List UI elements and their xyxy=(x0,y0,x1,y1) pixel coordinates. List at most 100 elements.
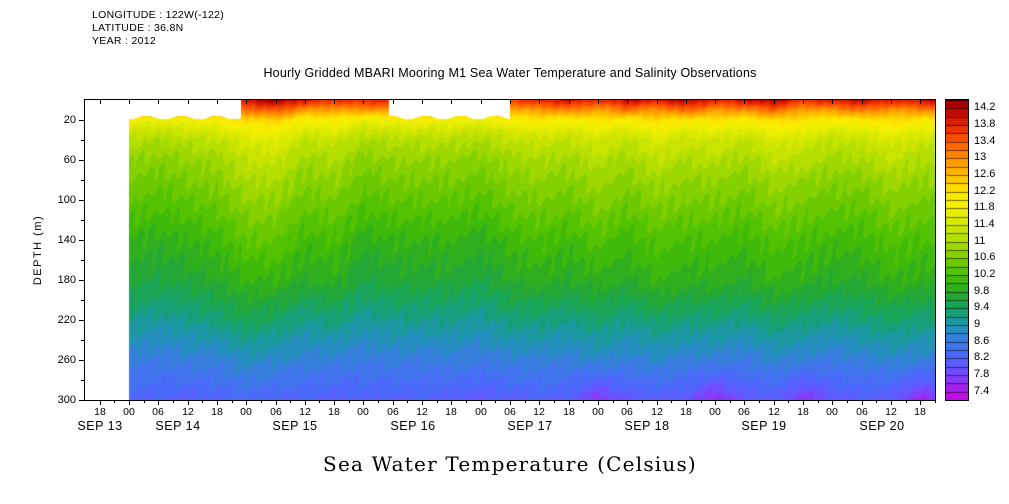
x-major-tick xyxy=(158,400,159,405)
x-major-tick xyxy=(422,400,423,405)
x-major-tick xyxy=(715,400,716,405)
x-tick-label: 18 xyxy=(94,406,106,418)
y-tick-label: 60 xyxy=(63,154,76,166)
colorbar-tick-label: 9 xyxy=(974,318,981,330)
x-tick-label: 06 xyxy=(387,406,399,418)
x-minor-tick xyxy=(437,400,438,403)
x-minor-tick xyxy=(261,400,262,403)
x-minor-tick xyxy=(173,400,174,403)
x-top-tick xyxy=(158,100,159,104)
x-tick-label: 00 xyxy=(357,406,369,418)
x-major-tick xyxy=(832,400,833,405)
x-tick-label: 18 xyxy=(328,406,340,418)
x-minor-tick xyxy=(935,400,936,403)
plot-title: Hourly Gridded MBARI Mooring M1 Sea Wate… xyxy=(263,66,757,80)
colorbar-tick-label: 7.8 xyxy=(974,368,990,380)
x-minor-tick xyxy=(114,400,115,403)
x-minor-tick xyxy=(642,400,643,403)
x-tick-label: 06 xyxy=(738,406,750,418)
x-tick-label: 00 xyxy=(475,406,487,418)
x-tick-label: 18 xyxy=(914,406,926,418)
x-major-tick xyxy=(920,400,921,405)
x-tick-label: 12 xyxy=(768,406,780,418)
x-minor-tick xyxy=(202,400,203,403)
x-top-tick xyxy=(803,100,804,104)
x-minor-tick xyxy=(319,400,320,403)
x-minor-tick xyxy=(378,400,379,403)
x-tick-label: 06 xyxy=(504,406,516,418)
x-minor-tick xyxy=(583,400,584,403)
x-tick-label: 06 xyxy=(621,406,633,418)
x-top-tick xyxy=(891,100,892,104)
y-major-tick xyxy=(79,280,84,281)
x-minor-tick xyxy=(466,400,467,403)
colorbar-tick-label: 14.2 xyxy=(974,101,996,113)
x-major-tick xyxy=(627,400,628,405)
y-tick-label: 20 xyxy=(63,114,76,126)
x-tick-label: 18 xyxy=(563,406,575,418)
x-tick-label: 06 xyxy=(856,406,868,418)
colorbar-tick-label: 13.8 xyxy=(974,118,996,130)
y-minor-tick xyxy=(81,220,84,221)
x-top-tick xyxy=(510,100,511,104)
plot-area xyxy=(84,99,936,401)
x-minor-tick xyxy=(525,400,526,403)
x-top-tick xyxy=(862,100,863,104)
colorbar-tick-label: 10.2 xyxy=(974,268,996,280)
x-minor-tick xyxy=(759,400,760,403)
colorbar-tick-label: 11 xyxy=(974,235,986,247)
y-tick-label: 100 xyxy=(57,194,76,206)
x-major-tick xyxy=(657,400,658,405)
x-top-tick xyxy=(539,100,540,104)
colorbar-tick-label: 12.6 xyxy=(974,168,996,180)
x-major-tick xyxy=(774,400,775,405)
y-major-tick xyxy=(79,400,84,401)
x-date-label: SEP 14 xyxy=(155,419,201,433)
x-top-tick xyxy=(627,100,628,104)
x-top-tick xyxy=(920,100,921,104)
x-minor-tick xyxy=(613,400,614,403)
x-top-tick xyxy=(686,100,687,104)
x-tick-label: 18 xyxy=(797,406,809,418)
x-major-tick xyxy=(393,400,394,405)
y-major-tick xyxy=(79,240,84,241)
x-top-tick xyxy=(451,100,452,104)
colorbar xyxy=(945,99,969,401)
x-major-tick xyxy=(246,400,247,405)
x-date-label: SEP 13 xyxy=(77,419,123,433)
y-minor-tick xyxy=(81,340,84,341)
colorbar-tick-label: 11.8 xyxy=(974,201,995,213)
x-date-label: SEP 16 xyxy=(390,419,436,433)
x-tick-label: 12 xyxy=(182,406,194,418)
x-top-tick xyxy=(276,100,277,104)
x-tick-label: 12 xyxy=(533,406,545,418)
x-tick-label: 12 xyxy=(651,406,663,418)
metadata-latitude: LATITUDE : 36.8N xyxy=(92,22,184,34)
x-top-tick xyxy=(598,100,599,104)
x-date-label: SEP 15 xyxy=(272,419,318,433)
x-date-label: SEP 18 xyxy=(624,419,670,433)
x-minor-tick xyxy=(407,400,408,403)
x-top-tick xyxy=(569,100,570,104)
x-tick-label: 18 xyxy=(680,406,692,418)
x-minor-tick xyxy=(554,400,555,403)
x-top-tick xyxy=(363,100,364,104)
x-date-label: SEP 20 xyxy=(859,419,905,433)
y-major-tick xyxy=(79,200,84,201)
x-date-label: SEP 19 xyxy=(741,419,787,433)
metadata-year: YEAR : 2012 xyxy=(92,35,157,47)
x-top-tick xyxy=(100,100,101,104)
colorbar-tick-label: 8.2 xyxy=(974,351,990,363)
y-tick-label: 260 xyxy=(57,354,76,366)
x-minor-tick xyxy=(701,400,702,403)
x-major-tick xyxy=(100,400,101,405)
x-tick-label: 00 xyxy=(240,406,252,418)
x-minor-tick xyxy=(349,400,350,403)
x-axis-title: Sea Water Temperature (Celsius) xyxy=(323,452,697,476)
x-major-tick xyxy=(276,400,277,405)
x-minor-tick xyxy=(876,400,877,403)
x-major-tick xyxy=(188,400,189,405)
x-tick-label: 12 xyxy=(885,406,897,418)
x-minor-tick xyxy=(818,400,819,403)
x-minor-tick xyxy=(144,400,145,403)
